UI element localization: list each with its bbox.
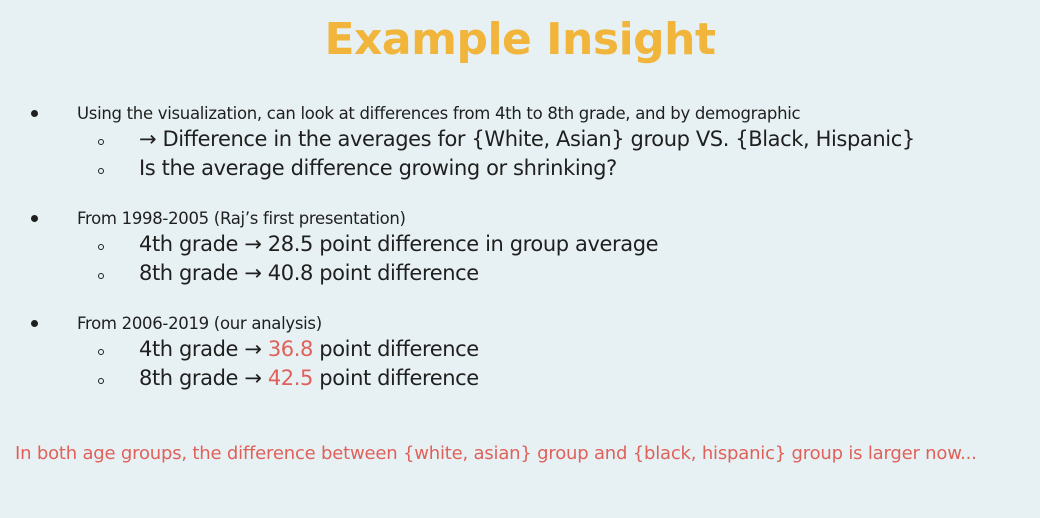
circle-bullet-icon xyxy=(98,378,104,384)
section-heading-item: From 1998-2005 (Raj’s first presentation… xyxy=(0,209,1040,237)
circle-bullet-icon xyxy=(98,273,104,279)
list-item-text: 4th grade → 28.5 point difference in gro… xyxy=(139,232,659,256)
list-item: 8th grade → 40.8 point difference xyxy=(0,260,1040,289)
list-item-text: 4th grade → 36.8 point difference xyxy=(139,337,479,361)
section-1998-2005: From 1998-2005 (Raj’s first presentation… xyxy=(0,209,1040,289)
section-heading-item: Using the visualization, can look at dif… xyxy=(0,104,1040,132)
circle-bullet-icon xyxy=(98,139,104,145)
list-item-text: 8th grade → 40.8 point difference xyxy=(139,261,479,285)
list-item: Is the average difference growing or shr… xyxy=(0,155,1040,184)
list-item-text: → Difference in the averages for {White,… xyxy=(139,127,915,151)
section-heading: From 2006-2019 (our analysis) xyxy=(77,314,322,333)
slide-title: Example Insight xyxy=(324,14,716,65)
list-item: → Difference in the averages for {White,… xyxy=(0,126,1040,155)
section-visualization: Using the visualization, can look at dif… xyxy=(0,104,1040,184)
section-heading: From 1998-2005 (Raj’s first presentation… xyxy=(77,209,406,228)
circle-bullet-icon xyxy=(98,168,104,174)
item-suffix: point difference xyxy=(312,337,479,361)
item-prefix: 8th grade → xyxy=(139,366,268,390)
circle-bullet-icon xyxy=(98,244,104,250)
bullet-icon xyxy=(31,320,38,327)
circle-bullet-icon xyxy=(98,349,104,355)
highlight-value: 42.5 xyxy=(267,366,314,390)
section-2006-2019: From 2006-2019 (our analysis) 4th grade … xyxy=(0,314,1040,394)
list-item-text: 8th grade → 42.5 point difference xyxy=(139,366,479,390)
bullet-icon xyxy=(31,215,38,222)
list-item: 4th grade → 28.5 point difference in gro… xyxy=(0,231,1040,260)
bullet-icon xyxy=(31,110,38,117)
highlight-value: 36.8 xyxy=(267,337,314,361)
item-prefix: 4th grade → xyxy=(139,337,268,361)
list-item: 8th grade → 42.5 point difference xyxy=(0,365,1040,394)
conclusion-text: In both age groups, the difference betwe… xyxy=(15,443,977,464)
section-heading: Using the visualization, can look at dif… xyxy=(77,104,801,123)
section-heading-item: From 2006-2019 (our analysis) xyxy=(0,314,1040,342)
list-item-text: Is the average difference growing or shr… xyxy=(139,156,617,180)
item-suffix: point difference xyxy=(312,366,479,390)
list-item: 4th grade → 36.8 point difference xyxy=(0,336,1040,365)
